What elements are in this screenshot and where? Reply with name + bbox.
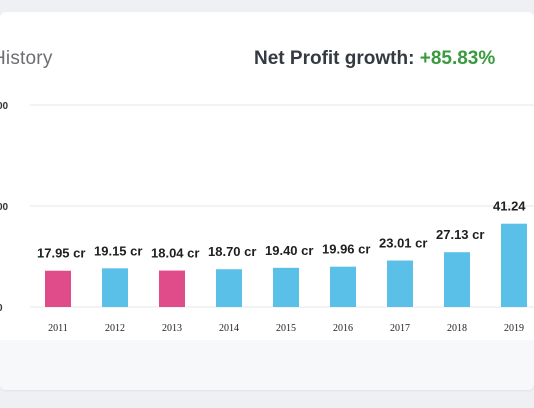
data-label-2014: 18.70 cr [208, 244, 256, 259]
bar-2016 [330, 266, 356, 307]
bar-2017 [387, 260, 413, 307]
data-label-2013: 18.04 cr [151, 246, 199, 261]
bar-2011 [45, 270, 71, 307]
bar-2019 [501, 223, 527, 307]
bar-2012 [102, 268, 128, 307]
card-footer [0, 340, 534, 390]
net-profit-history-card: History Net Profit growth: +85.83% [0, 12, 534, 390]
x-tick-label-2017: 2017 [390, 323, 410, 334]
net-profit-growth: Net Profit growth: +85.83% [254, 48, 495, 70]
x-tick-label-2019: 2019 [504, 323, 524, 334]
y-tick-label: 00 [0, 101, 9, 112]
growth-label: Net Profit growth: [254, 48, 415, 69]
data-label-2012: 19.15 cr [94, 243, 142, 258]
data-label-2015: 19.40 cr [265, 243, 313, 258]
y-tick-label: 0 [0, 303, 3, 314]
bar-2014 [216, 269, 242, 307]
data-label-2019: 41.24 [493, 199, 526, 214]
bar-2015 [273, 267, 299, 307]
x-tick-label-2016: 2016 [333, 323, 353, 334]
x-tick-label-2011: 2011 [48, 323, 68, 334]
data-label-2018: 27.13 cr [436, 227, 484, 242]
bar-2018 [444, 252, 470, 307]
bar-2013 [159, 270, 185, 307]
data-label-2016: 19.96 cr [322, 242, 370, 257]
card-title: History [0, 48, 53, 69]
x-tick-label-2014: 2014 [219, 323, 239, 334]
x-tick-label-2013: 2013 [162, 323, 182, 334]
x-tick-label-2012: 2012 [105, 323, 125, 334]
data-label-2011: 17.95 cr [37, 246, 85, 261]
x-tick-label-2018: 2018 [447, 323, 467, 334]
growth-value: +85.83% [419, 48, 496, 69]
x-tick-label-2015: 2015 [276, 323, 296, 334]
data-label-2017: 23.01 cr [379, 236, 427, 251]
y-tick-label: 00 [0, 202, 9, 213]
